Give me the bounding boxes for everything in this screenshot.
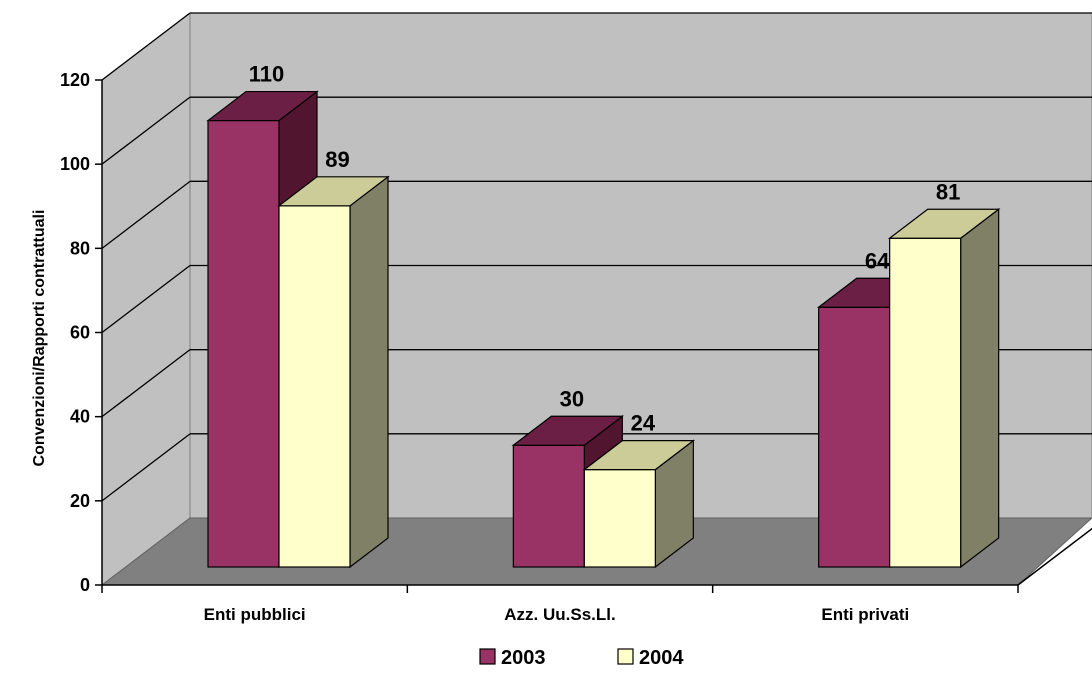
bar-side: [960, 208, 1000, 569]
data-label: 110: [249, 62, 285, 87]
bar-front: [583, 469, 656, 568]
bar-front: [889, 237, 962, 568]
data-label: 81: [936, 179, 960, 204]
gridline-diagonal: [101, 264, 191, 334]
legend-item-2004: 2004: [617, 647, 684, 669]
bar-front: [278, 205, 351, 568]
bar-top: [206, 90, 319, 122]
y-tick-label: 20: [70, 491, 90, 511]
y-tick-label: 0: [80, 575, 90, 595]
bar-side: [349, 175, 389, 569]
bar-front: [818, 306, 891, 568]
y-tick-label: 40: [70, 407, 90, 427]
data-label: 64: [865, 248, 890, 273]
floor-edge: [1017, 527, 1092, 586]
bar-front: [512, 444, 585, 568]
legend-label: 2004: [639, 647, 684, 669]
x-tick-label: Enti pubblici: [204, 605, 306, 624]
legend-swatch: [479, 648, 496, 665]
gridline-diagonal: [101, 433, 191, 502]
x-tick-label: Enti privati: [821, 605, 909, 624]
bar-2004-1: [277, 175, 390, 569]
gridline-diagonal: [101, 180, 191, 249]
data-label: 89: [325, 147, 349, 172]
y-axis-title: Convenzioni/Rapporti contrattuali: [31, 210, 48, 467]
bar-top: [582, 440, 696, 471]
legend: 2003 2004: [479, 647, 684, 669]
legend-item-2003: 2003: [479, 647, 546, 669]
bar-top: [277, 176, 390, 207]
bars: [206, 90, 1001, 569]
bar-front: [207, 119, 280, 568]
legend-swatch: [617, 648, 634, 665]
y-tick-label: 80: [70, 238, 90, 258]
x-tick-label: Azz. Uu.Ss.Ll.: [504, 605, 615, 624]
bar-2004-3: [887, 208, 1001, 569]
legend-label: 2003: [501, 647, 546, 669]
gridline-diagonal: [101, 349, 191, 418]
data-label: 24: [631, 411, 656, 436]
axes: 0 20 40 60 80 100 120 Enti pubblici Azz. Uu.Ss.L…: [60, 70, 1092, 624]
gridline-diagonal: [101, 96, 191, 165]
y-tick-label: 60: [70, 323, 90, 343]
labels: 110 89 30 24 64 81: [249, 62, 961, 436]
bar-2004-2: [582, 439, 696, 569]
bar-top: [511, 415, 625, 446]
data-label: 30: [560, 386, 584, 411]
gridline-diagonal: [101, 12, 191, 81]
y-tick-label: 100: [60, 154, 90, 174]
y-tick-label: 120: [60, 70, 90, 90]
bar-top: [887, 208, 1001, 239]
